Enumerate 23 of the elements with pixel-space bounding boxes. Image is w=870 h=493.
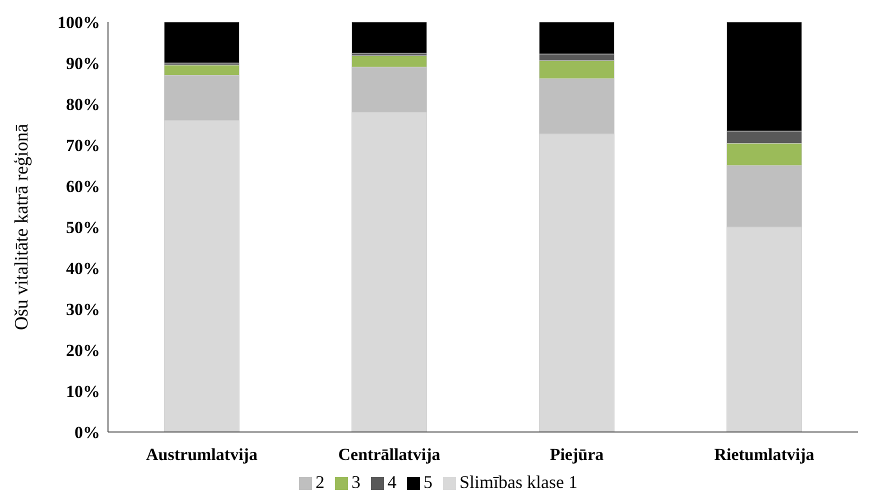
y-tick-label: 100% [58, 13, 100, 32]
bar [352, 22, 427, 54]
legend-label: 2 [316, 472, 324, 492]
y-tick-label: 40% [66, 259, 100, 278]
x-tick-label: Austrumlatvija [146, 445, 258, 464]
x-tick-label: Piejūra [550, 445, 604, 464]
y-tick-label: 70% [66, 136, 100, 156]
legend-label: 4 [388, 472, 396, 492]
y-tick-label: 10% [66, 382, 100, 402]
y-tick-label: 0% [74, 423, 100, 442]
y-axis-title: Ošu vitalitāte katrā reģionā [12, 123, 33, 330]
y-tick-label: 20% [66, 341, 100, 360]
bar [164, 22, 240, 64]
x-tick-label: Rietumlatvija [714, 445, 815, 464]
y-tick-label: 80% [66, 95, 100, 114]
y-tick-label: 60% [66, 177, 100, 196]
legend-label: Slimības klase 1 [460, 472, 578, 492]
y-tick-label: 90% [66, 54, 100, 74]
x-tick-label: Centrāllatvija [338, 445, 441, 464]
y-tick-label: 30% [66, 300, 100, 320]
y-tick-label: 50% [66, 218, 100, 238]
legend-label: 3 [352, 472, 360, 492]
legend-label: 5 [424, 472, 432, 492]
